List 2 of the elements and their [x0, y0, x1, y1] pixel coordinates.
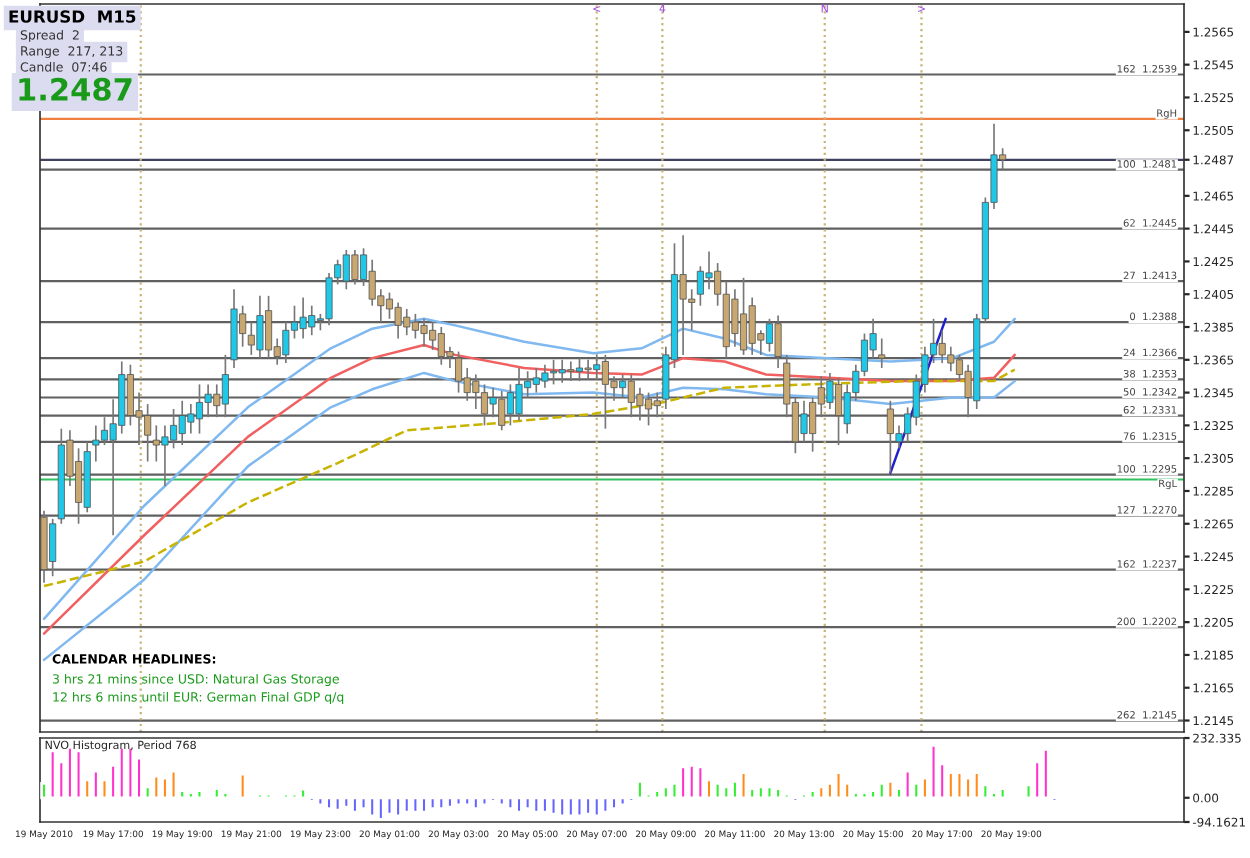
annotation: EURUSD M15 [9, 10, 136, 23]
annotation: 1.2487 [19, 77, 132, 101]
